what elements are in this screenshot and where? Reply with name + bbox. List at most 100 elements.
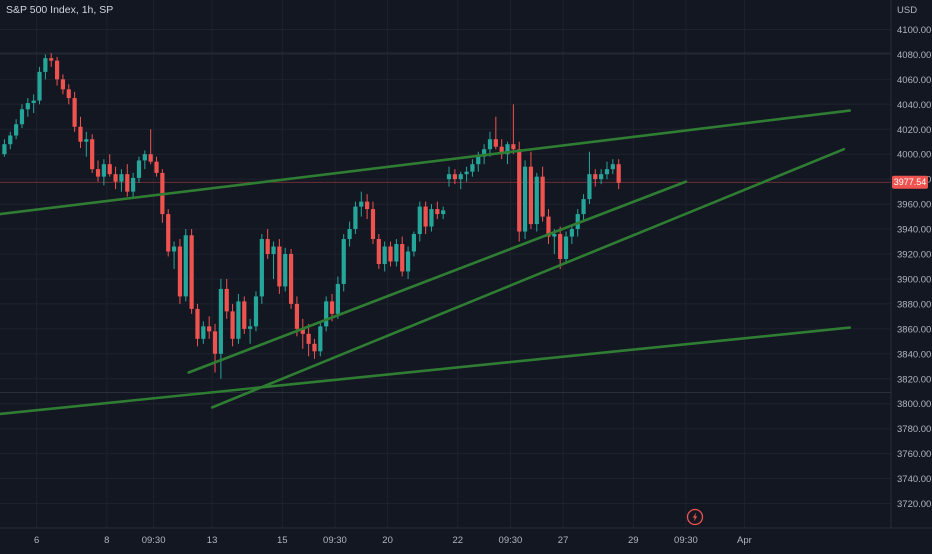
candle-body — [347, 229, 352, 240]
candle-body — [476, 156, 481, 165]
candle-body — [324, 301, 329, 327]
candle — [218, 278, 223, 379]
candle-body — [288, 254, 294, 304]
time-axis[interactable]: 6 8 09:30 13 15 09:30 20 22 09:30 27 29 09:30 Apr — [34, 535, 752, 546]
price-tick-label: 3780.00 — [897, 424, 931, 435]
trendline[interactable] — [0, 326, 852, 416]
candle — [95, 160, 101, 182]
time-tick-label: Apr — [737, 535, 752, 546]
candle-body — [259, 239, 264, 297]
candle — [119, 169, 124, 192]
price-tick-label: 3920.00 — [897, 250, 931, 261]
candle — [195, 303, 200, 347]
price-tick-label: 3940.00 — [897, 225, 931, 236]
candle-body — [119, 174, 124, 182]
candle-body — [8, 135, 13, 145]
candle-body — [312, 343, 317, 352]
price-tick-label: 4060.00 — [897, 75, 931, 86]
candle-body — [224, 288, 229, 312]
candle-body — [265, 239, 270, 254]
time-tick-label: 15 — [277, 535, 288, 546]
candle-body — [101, 164, 106, 177]
candle-body — [148, 154, 153, 162]
candle-body — [599, 174, 604, 180]
candle-body — [405, 251, 411, 272]
candle-body — [417, 206, 422, 235]
candle — [400, 236, 405, 277]
candle — [593, 169, 598, 187]
lightning-icon[interactable] — [686, 508, 704, 526]
candle-body — [14, 124, 19, 136]
candle — [435, 201, 440, 220]
candle — [201, 321, 206, 344]
time-tick-label: 09:30 — [674, 535, 698, 546]
candle-body — [575, 214, 580, 230]
candle-body — [236, 301, 241, 339]
candle — [411, 231, 417, 257]
candle — [353, 201, 358, 235]
candle — [604, 161, 610, 180]
time-tick-label: 6 — [34, 535, 39, 546]
candle-body — [183, 235, 188, 297]
candle — [359, 191, 364, 217]
candle-body — [359, 201, 364, 207]
candle — [19, 104, 25, 129]
candle — [499, 139, 504, 160]
candle — [376, 234, 381, 269]
candle-body — [511, 144, 516, 150]
candle-body — [335, 283, 340, 314]
candle-body — [329, 301, 335, 314]
candle-body — [394, 244, 399, 262]
candle — [581, 194, 586, 222]
candle — [429, 204, 434, 232]
trendline[interactable] — [187, 180, 688, 374]
candle — [2, 139, 7, 157]
time-tick-label: 09:30 — [323, 535, 347, 546]
candle-body — [25, 103, 30, 110]
candle-body — [195, 308, 200, 339]
candle — [207, 316, 212, 339]
price-axis-bg[interactable] — [891, 0, 932, 528]
candle-body — [423, 206, 428, 227]
candle — [8, 131, 13, 150]
candle-body — [616, 164, 621, 183]
candle-body — [177, 246, 183, 297]
candle — [43, 54, 48, 80]
candle — [84, 131, 89, 157]
candle-body — [546, 216, 551, 237]
time-tick-label: 20 — [382, 535, 393, 546]
candle — [107, 154, 112, 177]
trendline[interactable] — [0, 109, 852, 216]
candle — [66, 84, 71, 105]
candle-body — [84, 139, 89, 142]
trendline[interactable] — [210, 147, 846, 409]
candle-body — [487, 139, 493, 150]
price-tick-label: 3720.00 — [897, 499, 931, 510]
candle — [236, 293, 241, 344]
candle — [242, 296, 247, 334]
price-tick-label: 3880.00 — [897, 299, 931, 310]
trendlines[interactable] — [0, 109, 852, 416]
candle-body — [107, 164, 112, 175]
candle — [318, 321, 323, 357]
price-axis-unit: USD — [897, 5, 917, 16]
candle-body — [294, 303, 300, 329]
candle — [616, 159, 621, 190]
price-axis[interactable]: 3720.00 3740.00 3760.00 3780.00 3800.00 3820.… — [897, 25, 931, 510]
candle — [142, 150, 147, 170]
candle — [271, 241, 276, 279]
candle — [417, 201, 422, 242]
candle-body — [189, 235, 194, 309]
candle — [288, 249, 294, 309]
candle-body — [540, 176, 545, 217]
candle — [335, 276, 340, 319]
candle — [599, 169, 604, 185]
candle-body — [435, 209, 440, 215]
symbol-title: S&P 500 Index, 1h, SP — [6, 4, 114, 16]
candle — [546, 209, 551, 245]
candle-body — [534, 176, 539, 225]
candle-body — [166, 214, 171, 252]
price-tick-label: 4040.00 — [897, 100, 931, 111]
